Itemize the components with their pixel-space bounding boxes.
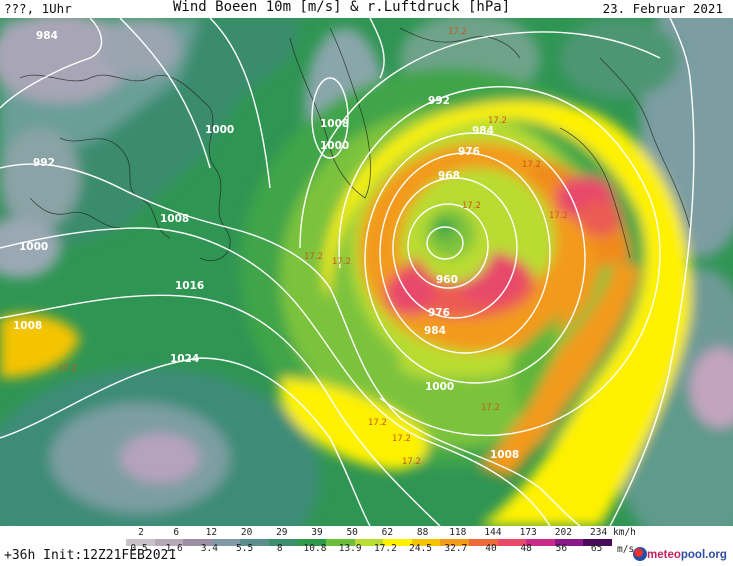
brand-part-a: meteo [647,549,681,561]
legend-color-segment [126,539,155,546]
legend-color-segment [554,539,584,546]
legend-kmh-label: 2 [138,527,144,538]
meteopool-logo-icon [633,547,647,561]
gust-label: 17.2 [462,201,481,211]
header-bar: ???, 1Uhr Wind Boeen 10m [m/s] & r.Luftd… [0,0,733,18]
isobar-label: 1008 [160,213,189,225]
isobar-label: 1000 [425,381,454,393]
legend-color-segment [211,539,241,546]
legend-ms-label: 8 [276,543,283,554]
legend-kmh-label: 39 [311,527,323,538]
isobar-label: 968 [438,170,460,182]
gust-label: 17.2 [549,211,568,221]
legend-color-segment [526,539,555,546]
gust-label: 17.2 [522,160,541,170]
legend-kmh-label: 144 [484,527,502,538]
legend-kmh-label: 234 [590,527,608,538]
legend-kmh-label: 202 [554,527,572,538]
map-title: Wind Boeen 10m [m/s] & r.Luftdruck [hPa] [173,0,511,15]
legend-color-segment [154,539,184,546]
isobar-label: 992 [428,95,450,107]
legend-kmh-label: 6 [173,527,180,538]
isobar-label: 1000 [19,241,48,253]
legend-color-segment [268,539,298,546]
isobar-label: 1008 [320,118,349,130]
legend-footer: 2 6 12 20 29 39 50 62 88 118 144 173 202 234 km/h 0.5… [0,526,733,566]
isobar-label: 984 [36,30,58,42]
legend-color-segment [183,539,212,546]
brand-part-b: pool.org [680,549,727,561]
legend-kmh-unit: km/h [613,527,636,538]
legend-color-segment [411,539,441,546]
gust-label: 17.2 [481,403,500,413]
legend-kmh-label: 12 [205,527,218,538]
legend-ms-label: 56 [555,543,568,554]
isobar-labels: 984 992 1000 1008 1000 992 1000 1008 101… [13,30,519,461]
isobar-label: 984 [424,325,446,337]
legend-color-segment [583,539,612,546]
gust-label: 17.2 [304,252,323,262]
isobar-label: 1008 [490,449,519,461]
legend-kmh-label: 118 [449,527,467,538]
coastlines [19,27,691,261]
location-time-label: ???, 1Uhr [4,1,72,16]
wind-field [0,18,733,526]
legend-color-segment [354,539,384,546]
gust-label: 17.2 [368,418,387,428]
legend-kmh-label: 88 [416,527,429,538]
legend-ms-label: 48 [520,543,532,554]
legend-color-segment [326,539,355,546]
legend-color-segment [497,539,527,546]
forecast-date: 23. Februar 2021 [602,1,723,16]
gust-label: 17.2 [488,116,507,126]
model-run-label: +36h Init:12Z21FEB2021 [4,548,177,563]
legend-color-segment [297,539,327,546]
legend-kmh-label: 50 [346,527,358,538]
legend-color-segment [468,539,498,546]
gust-labels: 17.2 17.2 17.2 17.2 17.2 17.2 17.2 17.2 … [58,27,568,467]
gust-label: 17.2 [402,457,421,467]
isobar-label: 960 [436,274,458,286]
gust-label: 17.2 [58,364,77,374]
gust-label: 17.2 [332,257,351,267]
weather-map: 984 992 1000 1008 1000 992 1000 1008 101… [0,18,733,526]
legend-kmh-label: 29 [276,527,288,538]
gust-label: 17.2 [392,434,411,444]
legend-ms-label: 40 [485,543,497,554]
legend-kmh-label: 20 [240,527,253,538]
legend-ms-label: 13.9 [338,543,362,554]
legend-kmh-label: 173 [519,527,537,538]
isobar-label: 1024 [170,353,199,365]
isobar-label: 1000 [205,124,234,136]
isobar-label: 1000 [320,140,349,152]
legend-ms-label: 0.5 [130,543,148,554]
isobar-label: 1016 [175,280,204,292]
legend-ms-label: 17.2 [373,543,397,554]
legend-ms-label: 24.5 [409,543,433,554]
isobar-label: 976 [428,307,450,319]
legend-color-segment [383,539,412,546]
brand-link[interactable]: meteopool.org [647,549,727,561]
legend-ms-label: 3.4 [200,543,218,554]
isobar-label: 984 [472,125,494,137]
legend-ms-unit: m/s [617,544,635,555]
legend-ms-label: 32.7 [444,543,468,554]
isobar-label: 992 [33,157,55,169]
legend-ms-label: 65 [590,543,603,554]
isobar-label: 1008 [13,320,42,332]
isobar-lines [0,18,695,526]
legend-ms-label: 10.8 [303,543,327,554]
legend-kmh-label: 62 [381,527,394,538]
isobar-label: 976 [458,146,480,158]
map-svg: 984 992 1000 1008 1000 992 1000 1008 101… [0,18,733,526]
legend-color-segment [240,539,269,546]
legend-color-bar [126,539,612,546]
legend-ms-label: 1.6 [165,543,183,554]
gust-label: 17.2 [448,27,467,37]
legend-ms-label: 5.5 [236,543,254,554]
legend-color-segment [440,539,469,546]
